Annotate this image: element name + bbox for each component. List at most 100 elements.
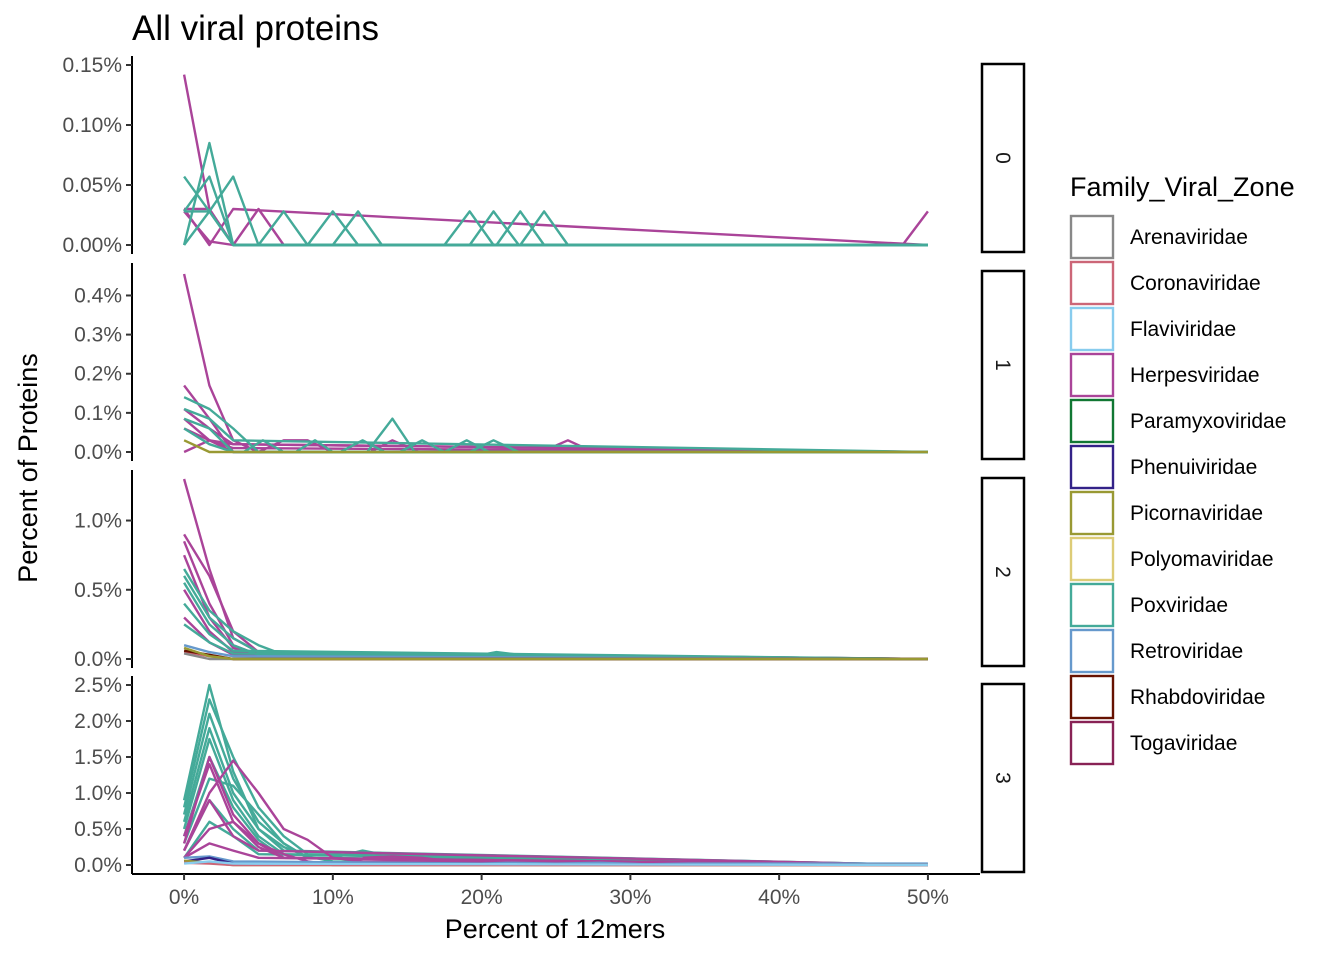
y-axis-title: Percent of Proteins xyxy=(13,353,43,583)
series-line-picornaviridae xyxy=(183,439,928,454)
legend: Family_Viral_Zone Arenaviridae Coronaviri… xyxy=(1069,172,1295,766)
series-line-herpesviridae xyxy=(183,589,928,661)
facet-strip-label: 3 xyxy=(991,772,1014,784)
facet-strip xyxy=(980,62,1026,254)
x-tick-label: 0% xyxy=(169,886,199,909)
y-tick-label: 1.0% xyxy=(74,782,122,805)
series-line-herpesviridae xyxy=(182,478,928,661)
legend-title: Family_Viral_Zone xyxy=(1070,172,1295,202)
legend-key xyxy=(1069,536,1115,582)
facet-panels: 0.00% 0.05% 0.10% 0.15% 0 0.0% 0.1% 0.2% 0.3% 0.4… xyxy=(62,54,1026,877)
legend-label: Rhabdoviridae xyxy=(1130,686,1265,709)
series-line-flaviviridae xyxy=(183,860,928,867)
legend-key xyxy=(1069,490,1115,536)
legend-key xyxy=(1069,582,1115,628)
series-line-poxviridae xyxy=(183,582,928,661)
x-tick-label: 10% xyxy=(312,886,354,909)
legend-key xyxy=(1069,674,1115,720)
legend-item-phenuiviridae: Phenuiviridae xyxy=(1069,444,1257,490)
series-line-herpesviridae xyxy=(182,755,928,867)
legend-key xyxy=(1069,260,1115,306)
legend-label: Paramyxoviridae xyxy=(1130,410,1286,433)
legend-item-arenaviridae: Arenaviridae xyxy=(1069,214,1248,260)
facet-strip-label: 2 xyxy=(991,566,1014,578)
series-line-herpesviridae xyxy=(183,842,928,867)
series-line-poxviridae xyxy=(183,407,928,454)
series-line-poxviridae xyxy=(468,210,928,247)
legend-item-retroviridae: Retroviridae xyxy=(1069,628,1243,674)
legend-label: Picornaviridae xyxy=(1130,502,1263,525)
x-axis: 0% 10% 20% 30% 40% 50% xyxy=(132,873,980,909)
legend-label: Retroviridae xyxy=(1130,640,1243,663)
legend-item-picornaviridae: Picornaviridae xyxy=(1069,490,1263,536)
series-line-herpesviridae xyxy=(182,74,928,247)
y-tick-label: 0.3% xyxy=(74,324,122,347)
y-tick-label: 0.4% xyxy=(74,284,122,307)
x-tick-label: 20% xyxy=(461,886,503,909)
legend-label: Togaviridae xyxy=(1130,732,1237,755)
facet-strip xyxy=(980,269,1026,461)
y-tick-label: 0.5% xyxy=(74,579,122,602)
series-line-herpesviridae xyxy=(183,799,928,867)
series-line-herpesviridae xyxy=(182,540,928,661)
facet-strip xyxy=(980,682,1026,874)
x-tick-label: 50% xyxy=(907,886,949,909)
legend-item-paramyxoviridae: Paramyxoviridae xyxy=(1069,398,1286,444)
legend-key xyxy=(1069,214,1115,260)
y-tick-label: 0.05% xyxy=(62,174,122,197)
x-axis-title: Percent of 12mers xyxy=(445,914,666,944)
legend-label: Flaviviridae xyxy=(1130,318,1236,341)
legend-label: Poxviridae xyxy=(1130,594,1228,617)
series-line-retroviridae xyxy=(183,644,928,661)
y-tick-label: 0.15% xyxy=(62,54,122,77)
facet-panel-1: 0.0% 0.1% 0.2% 0.3% 0.4% 1 xyxy=(74,263,1026,464)
series-line-poxviridae xyxy=(519,210,928,247)
series-line-poxviridae xyxy=(183,175,928,247)
legend-label: Coronaviridae xyxy=(1130,272,1261,295)
facet-strip xyxy=(980,476,1026,668)
facet-strip-label: 0 xyxy=(991,152,1014,164)
x-tick-label: 30% xyxy=(609,886,651,909)
y-tick-label: 0.1% xyxy=(74,402,122,425)
series-line-herpesviridae xyxy=(183,759,928,867)
series-line-poxviridae xyxy=(183,568,928,661)
series-line-poxviridae xyxy=(495,210,928,247)
facet-panel-0: 0.00% 0.05% 0.10% 0.15% 0 xyxy=(62,54,1026,257)
y-tick-label: 0.00% xyxy=(62,234,122,257)
series-line-poxviridae xyxy=(183,602,928,661)
legend-label: Phenuiviridae xyxy=(1130,456,1257,479)
x-tick-label: 40% xyxy=(758,886,800,909)
series-line-herpesviridae xyxy=(183,427,928,454)
y-tick-label: 2.0% xyxy=(74,710,122,733)
series-line-herpesviridae xyxy=(183,533,928,661)
series-line-poxviridae xyxy=(182,755,928,867)
legend-key xyxy=(1069,720,1115,766)
legend-key xyxy=(1069,352,1115,398)
legend-key xyxy=(1069,628,1115,674)
legend-item-flaviviridae: Flaviviridae xyxy=(1069,306,1236,352)
y-tick-label: 2.5% xyxy=(74,674,122,697)
legend-label: Arenaviridae xyxy=(1130,226,1248,249)
legend-item-herpesviridae: Herpesviridae xyxy=(1069,352,1260,398)
chart-title: All viral proteins xyxy=(132,9,379,48)
y-tick-label: 0.0% xyxy=(74,648,122,671)
legend-key xyxy=(1069,444,1115,490)
legend-label: Polyomaviridae xyxy=(1130,548,1274,571)
legend-item-togaviridae: Togaviridae xyxy=(1069,720,1237,766)
series-line-poxviridae xyxy=(182,683,928,867)
y-tick-label: 0.10% xyxy=(62,114,122,137)
y-tick-label: 0.0% xyxy=(74,441,122,464)
series-line-poxviridae xyxy=(183,175,928,247)
series-line-picornaviridae xyxy=(183,646,928,661)
series-line-herpesviridae xyxy=(182,554,928,661)
legend-label: Herpesviridae xyxy=(1130,364,1260,387)
y-tick-label: 0.5% xyxy=(74,818,122,841)
y-tick-label: 1.5% xyxy=(74,746,122,769)
legend-item-rhabdoviridae: Rhabdoviridae xyxy=(1069,674,1265,720)
legend-key xyxy=(1069,306,1115,352)
legend-item-poxviridae: Poxviridae xyxy=(1069,582,1228,628)
series-line-poxviridae xyxy=(182,698,928,867)
series-line-poxviridae xyxy=(182,712,928,867)
facet-strip-label: 1 xyxy=(991,359,1014,371)
